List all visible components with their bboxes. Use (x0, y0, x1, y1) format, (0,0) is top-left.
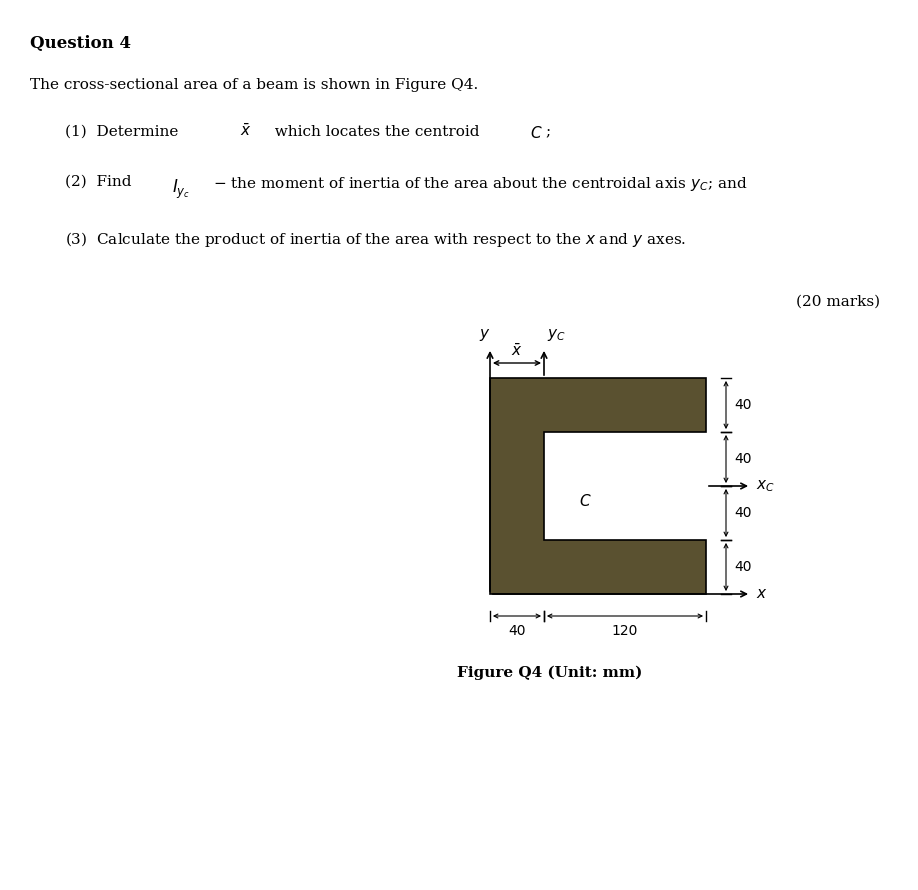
Text: $\bar{x}$: $\bar{x}$ (240, 123, 252, 139)
Text: ;: ; (545, 125, 550, 139)
Text: (20 marks): (20 marks) (796, 295, 880, 309)
Text: $y_C$: $y_C$ (547, 327, 565, 343)
Text: The cross-sectional area of a beam is shown in Figure Q4.: The cross-sectional area of a beam is sh… (30, 78, 478, 92)
Text: Figure Q4 (Unit: mm): Figure Q4 (Unit: mm) (457, 666, 643, 680)
Text: $I_{y_c}$: $I_{y_c}$ (172, 178, 190, 201)
Text: (3)  Calculate the product of inertia of the area with respect to the $x$ and $y: (3) Calculate the product of inertia of … (65, 230, 687, 249)
Text: 120: 120 (611, 624, 638, 638)
Text: (1)  Determine: (1) Determine (65, 125, 188, 139)
Text: (2)  Find: (2) Find (65, 175, 141, 189)
Text: which locates the centroid: which locates the centroid (265, 125, 485, 139)
Text: 40: 40 (734, 452, 752, 466)
Text: $\bar{x}$: $\bar{x}$ (511, 343, 522, 359)
Polygon shape (490, 378, 706, 594)
Text: $C$: $C$ (579, 493, 591, 509)
Text: $x_C$: $x_C$ (756, 478, 775, 494)
Text: 40: 40 (509, 624, 526, 638)
Text: $C$: $C$ (530, 125, 543, 141)
Text: $y$: $y$ (479, 327, 491, 343)
Text: Question 4: Question 4 (30, 35, 131, 52)
Text: $x$: $x$ (756, 587, 767, 602)
Text: 40: 40 (734, 398, 752, 412)
Text: $-$ the moment of inertia of the area about the centroidal axis $y_C$; and: $-$ the moment of inertia of the area ab… (213, 175, 747, 193)
Text: 40: 40 (734, 560, 752, 574)
Text: 40: 40 (734, 506, 752, 520)
